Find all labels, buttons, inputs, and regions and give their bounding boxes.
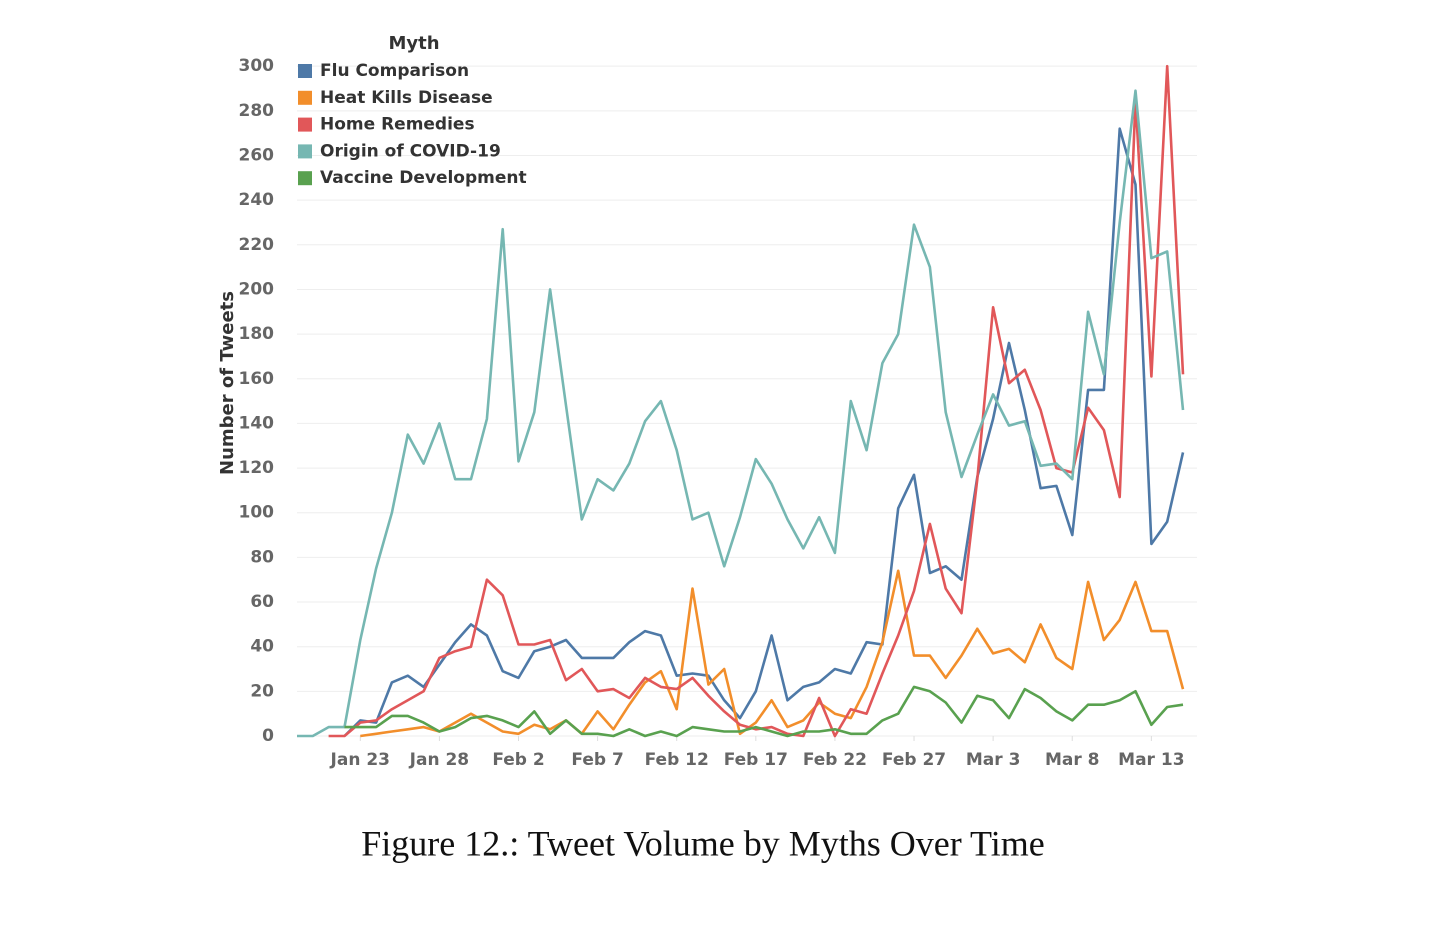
legend-swatch bbox=[298, 171, 312, 186]
legend-swatch bbox=[298, 64, 312, 78]
x-tick-label: Mar 13 bbox=[1118, 750, 1184, 770]
legend-label: Heat Kills Disease bbox=[320, 88, 493, 108]
series-line bbox=[360, 569, 1185, 738]
series-line bbox=[297, 89, 1185, 738]
y-tick-label: 60 bbox=[250, 592, 274, 612]
y-tick-label: 280 bbox=[239, 101, 275, 121]
x-tick-label: Jan 23 bbox=[330, 750, 390, 770]
y-tick-label: 240 bbox=[239, 190, 275, 210]
legend-label: Origin of COVID-19 bbox=[320, 141, 501, 161]
y-tick-label: 300 bbox=[239, 56, 275, 76]
y-tick-label: 100 bbox=[239, 503, 275, 523]
legend-swatch bbox=[298, 90, 312, 105]
legend-title: Myth bbox=[388, 33, 439, 54]
y-tick-label: 160 bbox=[239, 369, 275, 389]
x-tick-label: Mar 3 bbox=[966, 750, 1021, 770]
y-tick-label: 20 bbox=[250, 681, 274, 701]
legend-swatch bbox=[298, 117, 312, 132]
series-line bbox=[344, 685, 1184, 738]
legend-label: Vaccine Development bbox=[320, 168, 527, 188]
x-tick-label: Mar 8 bbox=[1045, 750, 1100, 770]
y-tick-label: 180 bbox=[239, 324, 275, 344]
y-axis-label: Number of Tweets bbox=[217, 291, 238, 475]
series-line bbox=[328, 64, 1185, 738]
y-tick-label: 0 bbox=[262, 726, 274, 746]
x-tick-label: Feb 12 bbox=[645, 750, 709, 770]
y-tick-label: 140 bbox=[239, 413, 275, 433]
x-tick-label: Feb 17 bbox=[724, 750, 788, 770]
y-tick-label: 220 bbox=[239, 235, 275, 255]
y-tick-label: 120 bbox=[239, 458, 275, 478]
x-tick-label: Feb 27 bbox=[882, 750, 946, 770]
y-tick-label: 40 bbox=[250, 637, 274, 657]
series-line bbox=[343, 127, 1185, 737]
legend-swatch bbox=[298, 144, 312, 159]
y-tick-label: 260 bbox=[239, 145, 275, 165]
y-tick-label: 80 bbox=[250, 547, 274, 567]
x-tick-label: Feb 22 bbox=[803, 750, 867, 770]
x-tick-label: Feb 7 bbox=[571, 750, 623, 770]
y-tick-label: 200 bbox=[239, 279, 275, 299]
caption: Figure 12.: Tweet Volume by Myths Over T… bbox=[361, 823, 1045, 863]
legend-label: Flu Comparison bbox=[320, 61, 469, 81]
x-tick-label: Jan 28 bbox=[409, 750, 469, 770]
legend-label: Home Remedies bbox=[320, 115, 475, 135]
x-tick-label: Feb 2 bbox=[492, 750, 544, 770]
